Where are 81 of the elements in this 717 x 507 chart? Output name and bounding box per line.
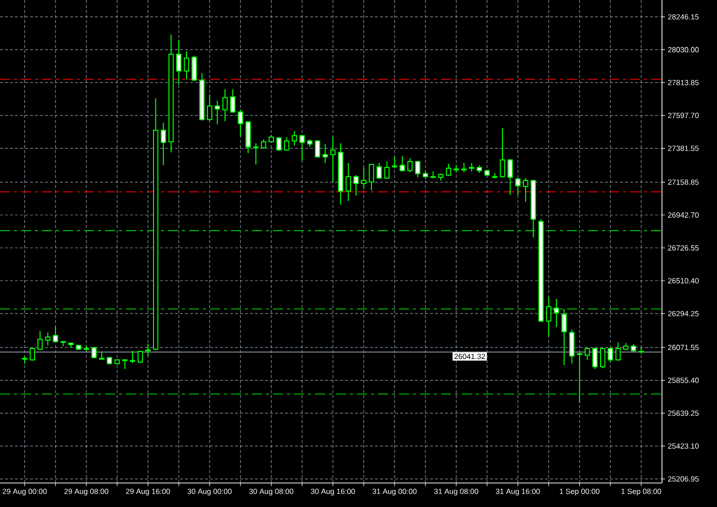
candlestick bbox=[600, 347, 606, 369]
candlestick bbox=[530, 179, 536, 238]
candlestick bbox=[346, 162, 351, 202]
candlestick bbox=[546, 296, 552, 337]
candlestick bbox=[569, 328, 574, 364]
candlestick bbox=[122, 358, 128, 370]
candlestick bbox=[284, 136, 290, 152]
candlestick bbox=[484, 169, 490, 176]
candlestick bbox=[106, 356, 112, 365]
candlestick bbox=[192, 55, 197, 82]
candlestick bbox=[392, 156, 398, 169]
candlestick bbox=[145, 343, 151, 357]
candlestick bbox=[246, 120, 251, 154]
candlestick bbox=[538, 218, 544, 322]
candlestick bbox=[630, 343, 636, 353]
candlestick bbox=[68, 342, 74, 348]
candlestick bbox=[214, 100, 220, 125]
candlestick bbox=[384, 160, 390, 180]
candlestick bbox=[184, 50, 190, 80]
candlestick bbox=[338, 142, 344, 206]
candlestick bbox=[160, 122, 166, 166]
candlestick bbox=[292, 130, 298, 146]
candlestick bbox=[422, 170, 428, 180]
candlestick bbox=[260, 138, 266, 150]
candlestick bbox=[554, 298, 560, 328]
candlestick bbox=[168, 34, 174, 153]
candlestick bbox=[138, 350, 143, 364]
candlestick bbox=[99, 350, 104, 360]
candlestick bbox=[576, 352, 582, 404]
candlestick bbox=[230, 88, 236, 114]
candlestick bbox=[22, 356, 28, 364]
candlestick bbox=[438, 173, 444, 181]
candlestick bbox=[322, 143, 328, 164]
candlestick bbox=[238, 109, 244, 137]
candlestick bbox=[45, 332, 50, 346]
candlestick bbox=[114, 358, 120, 365]
candlestick bbox=[638, 347, 644, 354]
candlestick bbox=[299, 134, 305, 162]
candlestick bbox=[615, 342, 621, 362]
candlestick bbox=[515, 178, 521, 196]
candlestick bbox=[500, 128, 506, 178]
candlestick bbox=[430, 170, 436, 179]
candlestick bbox=[608, 347, 614, 363]
candlestick bbox=[492, 172, 498, 179]
candlestick bbox=[353, 174, 359, 196]
candlestick bbox=[368, 163, 374, 191]
candlestick bbox=[206, 94, 212, 121]
candlestick bbox=[307, 138, 312, 148]
candlestick bbox=[176, 39, 182, 86]
candlestick bbox=[454, 164, 459, 173]
candlestick bbox=[461, 162, 467, 173]
candlestick bbox=[153, 98, 158, 350]
candlestick bbox=[508, 158, 513, 196]
candlestick bbox=[584, 347, 590, 360]
candlestick bbox=[30, 347, 36, 362]
candlestick bbox=[52, 326, 58, 343]
candlestick bbox=[268, 134, 274, 143]
candlestick bbox=[314, 140, 320, 158]
candlestick bbox=[222, 88, 228, 122]
candlestick bbox=[623, 342, 628, 350]
candlestick bbox=[330, 136, 336, 182]
candlestick bbox=[130, 350, 136, 364]
candlestick bbox=[76, 344, 82, 350]
candlestick bbox=[561, 308, 567, 366]
candlestick bbox=[253, 142, 259, 165]
candlestick bbox=[446, 163, 452, 176]
candlestick bbox=[476, 164, 482, 174]
candlestick bbox=[361, 167, 366, 190]
candlestick bbox=[60, 340, 66, 347]
candlestick bbox=[407, 158, 413, 173]
candlestick bbox=[592, 347, 598, 370]
candlestick bbox=[199, 72, 205, 121]
candlestick bbox=[84, 344, 89, 352]
candlestick bbox=[400, 156, 405, 172]
candlestick bbox=[276, 136, 282, 152]
candlestick bbox=[522, 178, 528, 202]
candlestick bbox=[37, 330, 43, 350]
candlestick bbox=[468, 162, 474, 172]
candlestick bbox=[415, 160, 420, 178]
candlestick bbox=[91, 346, 97, 359]
candlestick bbox=[376, 162, 382, 180]
